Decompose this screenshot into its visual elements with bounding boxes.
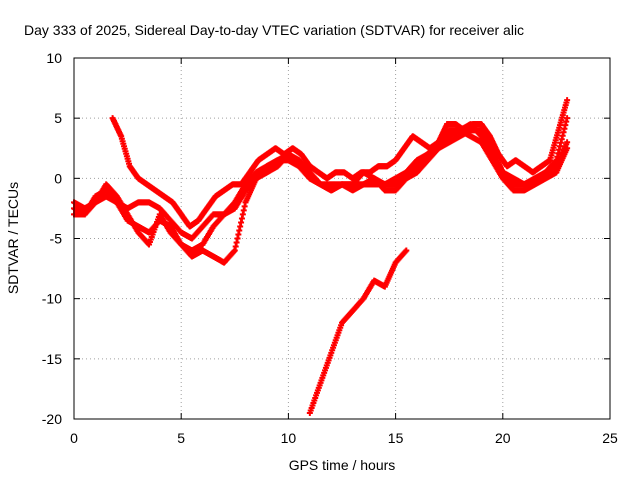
data-point bbox=[564, 97, 571, 104]
y-tick-label: 10 bbox=[46, 50, 62, 66]
series-track-3 bbox=[71, 115, 571, 266]
data-point bbox=[403, 247, 410, 254]
series-track-4 bbox=[109, 97, 571, 230]
data-point bbox=[564, 115, 571, 122]
x-tick-label: 0 bbox=[70, 430, 78, 446]
series-track-5 bbox=[306, 247, 410, 416]
x-tick-label: 20 bbox=[495, 430, 511, 446]
x-tick-label: 10 bbox=[281, 430, 297, 446]
y-axis-label: SDTVAR / TECUs bbox=[5, 182, 21, 294]
data-series bbox=[71, 97, 571, 416]
y-tick-label: 0 bbox=[54, 170, 62, 186]
y-tick-label: -10 bbox=[42, 291, 62, 307]
y-tick-label: -15 bbox=[42, 351, 62, 367]
y-tick-label: -5 bbox=[50, 231, 63, 247]
data-point bbox=[564, 145, 571, 152]
grid-lines bbox=[74, 58, 610, 419]
x-tick-label: 25 bbox=[602, 430, 618, 446]
x-tick-label: 15 bbox=[388, 430, 404, 446]
x-axis-label: GPS time / hours bbox=[289, 457, 396, 473]
y-tick-label: -20 bbox=[42, 411, 62, 427]
x-tick-label: 5 bbox=[177, 430, 185, 446]
y-tick-label: 5 bbox=[54, 110, 62, 126]
data-point bbox=[564, 139, 571, 146]
chart-title: Day 333 of 2025, Sidereal Day-to-day VTE… bbox=[24, 22, 524, 38]
axis-ticks: 0 5 10 15 20 25 10 5 0 -5 -10 -15 -20 bbox=[42, 50, 618, 446]
